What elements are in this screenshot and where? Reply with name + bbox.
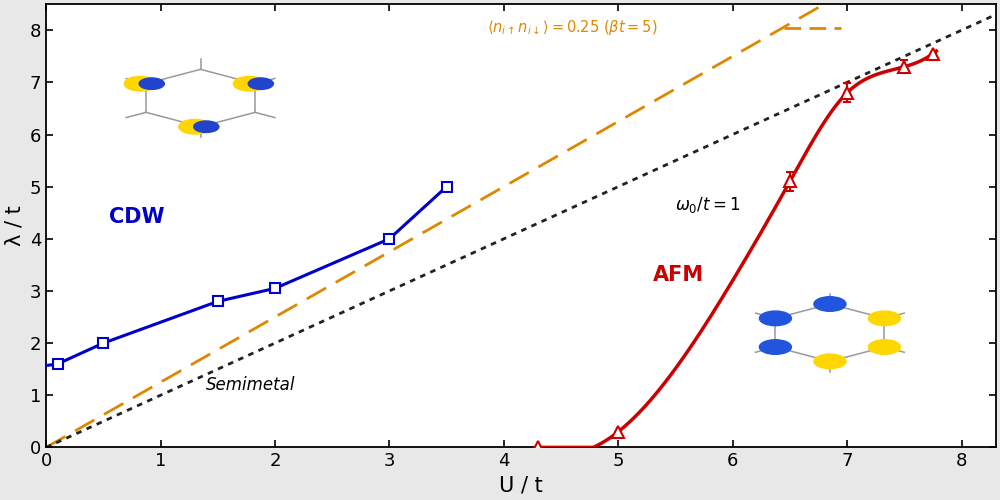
Circle shape bbox=[814, 296, 846, 312]
X-axis label: U / t: U / t bbox=[499, 476, 543, 496]
Circle shape bbox=[814, 354, 846, 368]
Circle shape bbox=[248, 78, 273, 90]
Circle shape bbox=[759, 311, 791, 326]
Circle shape bbox=[139, 78, 164, 90]
Y-axis label: λ / t: λ / t bbox=[4, 206, 24, 246]
Text: CDW: CDW bbox=[109, 207, 165, 227]
Circle shape bbox=[868, 311, 900, 326]
Text: $\langle n_{i\uparrow} n_{i\downarrow} \rangle = 0.25\ (\beta t=5)$: $\langle n_{i\uparrow} n_{i\downarrow} \… bbox=[487, 18, 657, 37]
Circle shape bbox=[124, 76, 156, 91]
Circle shape bbox=[759, 340, 791, 354]
Text: Semimetal: Semimetal bbox=[206, 376, 296, 394]
Text: AFM: AFM bbox=[653, 264, 704, 284]
Circle shape bbox=[233, 76, 265, 91]
Text: $\omega_0/t = 1$: $\omega_0/t = 1$ bbox=[675, 195, 741, 215]
Circle shape bbox=[868, 340, 900, 354]
Circle shape bbox=[179, 120, 211, 134]
Circle shape bbox=[194, 121, 219, 132]
